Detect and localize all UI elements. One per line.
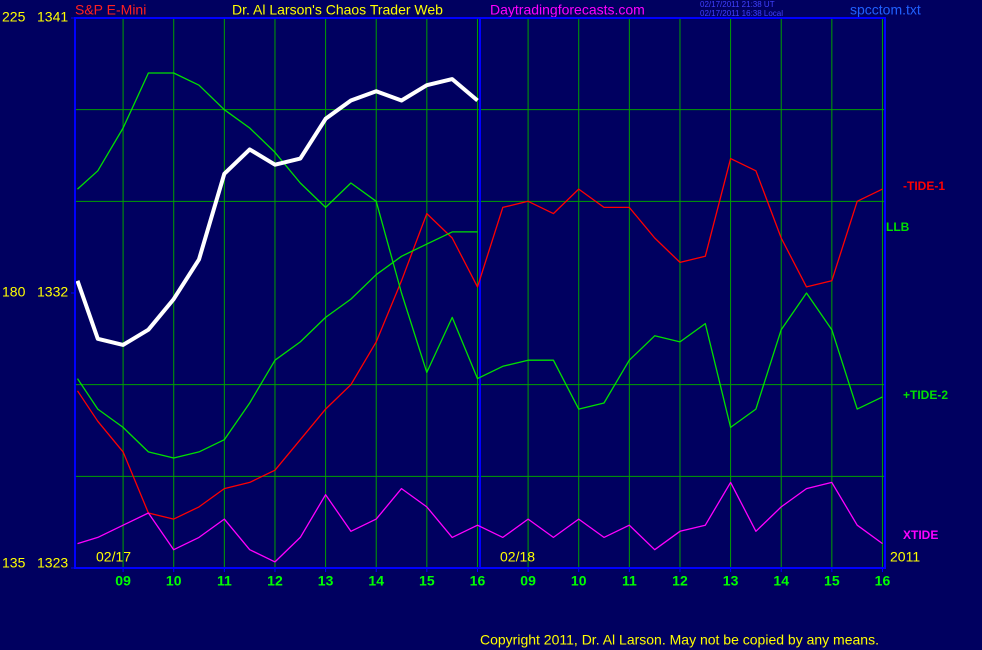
y2-tick-label: 1341 — [37, 9, 68, 25]
x-tick-label: 16 — [875, 573, 891, 589]
y2-tick-label: 1332 — [37, 284, 68, 300]
y-tick-label: 225 — [2, 9, 26, 25]
x-tick-label: 14 — [368, 573, 384, 589]
x-tick-label: 09 — [520, 573, 536, 589]
date-label: 02/18 — [500, 549, 535, 565]
y-tick-label: 180 — [2, 284, 26, 300]
x-tick-label: 10 — [166, 573, 182, 589]
y-tick-label: 135 — [2, 555, 26, 571]
date-label: 02/17 — [96, 549, 131, 565]
x-tick-label: 13 — [318, 573, 334, 589]
series-line — [76, 231, 478, 459]
x-tick-label: 15 — [824, 573, 840, 589]
legend-label: +TIDE-2 — [903, 388, 948, 402]
x-tick-label: 12 — [267, 573, 283, 589]
series-line — [77, 481, 883, 563]
plot-border — [74, 17, 886, 569]
date-label: 2011 — [890, 549, 920, 565]
copyright: Copyright 2011, Dr. Al Larson. May not b… — [480, 632, 879, 648]
plot-area — [71, 17, 886, 572]
x-tick-label: 13 — [723, 573, 739, 589]
chart-title: Dr. Al Larson's Chaos Trader Web — [232, 2, 443, 18]
x-tick-label: 16 — [470, 573, 486, 589]
legend-label: -TIDE-1 — [903, 179, 945, 193]
y2-tick-label: 1323 — [37, 555, 68, 571]
site: Daytradingforecasts.com — [490, 2, 645, 18]
x-tick-label: 12 — [672, 573, 688, 589]
series-line — [75, 77, 479, 347]
timestamp: 02/17/2011 16:38 Local — [700, 9, 783, 18]
x-tick-label: 11 — [217, 573, 232, 589]
legend-label: LLB — [886, 220, 910, 234]
x-tick-label: 11 — [622, 573, 637, 589]
x-tick-label: 14 — [773, 573, 789, 589]
file-name: spcctom.txt — [850, 2, 921, 18]
series-line — [77, 72, 883, 429]
timestamp: 02/17/2011 21:38 UT — [700, 0, 775, 9]
x-tick-label: 10 — [571, 573, 587, 589]
x-tick-label: 09 — [115, 573, 131, 589]
legend-label: XTIDE — [903, 528, 938, 542]
x-tick-label: 15 — [419, 573, 435, 589]
symbol: S&P E-Mini — [75, 2, 146, 18]
series-line — [76, 157, 883, 520]
